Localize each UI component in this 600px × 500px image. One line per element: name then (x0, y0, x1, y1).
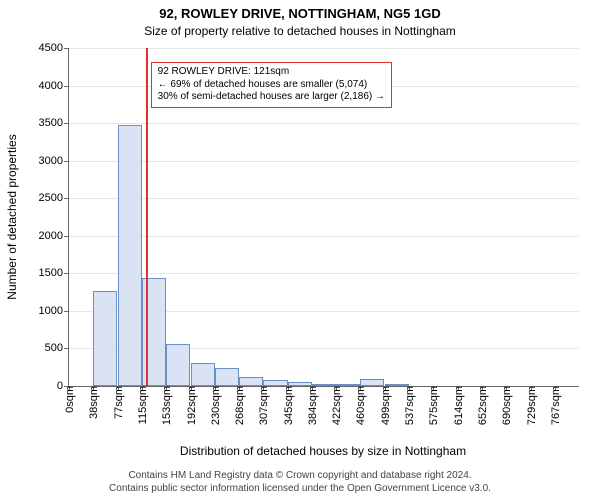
annotation-line: 92 ROWLEY DRIVE: 121sqm (158, 66, 385, 79)
x-tick-label: 575sqm (422, 386, 440, 425)
x-tick-label: 614sqm (447, 386, 465, 425)
annotation-box: 92 ROWLEY DRIVE: 121sqm← 69% of detached… (151, 62, 392, 108)
y-tick-label: 1500 (39, 267, 63, 279)
x-tick-label: 729sqm (520, 386, 538, 425)
property-marker-line (146, 48, 148, 386)
annotation-line: 30% of semi-detached houses are larger (… (158, 91, 385, 104)
y-tick (64, 123, 69, 124)
y-tick (64, 311, 69, 312)
footer-line-2: Contains public sector information licen… (0, 483, 600, 496)
x-tick-label: 77sqm (107, 386, 125, 419)
y-tick-label: 1000 (39, 305, 63, 317)
histogram-bar (166, 344, 190, 386)
x-tick-label: 0sqm (58, 386, 76, 413)
footer-line-1: Contains HM Land Registry data © Crown c… (0, 470, 600, 483)
x-tick-label: 230sqm (204, 386, 222, 425)
histogram-bar (239, 377, 263, 386)
y-tick (64, 86, 69, 87)
chart-container: { "title": { "line1": "92, ROWLEY DRIVE,… (0, 0, 600, 500)
x-tick-label: 345sqm (277, 386, 295, 425)
y-tick-label: 3500 (39, 117, 63, 129)
x-tick-label: 268sqm (228, 386, 246, 425)
histogram-bar (215, 368, 239, 386)
y-tick (64, 48, 69, 49)
y-axis-label: Number of detached properties (5, 134, 19, 299)
plot-area: 0500100015002000250030003500400045000sqm… (68, 48, 579, 387)
y-tick (64, 348, 69, 349)
x-tick-label: 499sqm (374, 386, 392, 425)
x-tick-label: 422sqm (325, 386, 343, 425)
x-tick-label: 690sqm (495, 386, 513, 425)
x-tick-label: 192sqm (180, 386, 198, 425)
x-tick-label: 38sqm (82, 386, 100, 419)
x-tick-label: 307sqm (252, 386, 270, 425)
y-tick (64, 273, 69, 274)
x-tick-label: 153sqm (155, 386, 173, 425)
x-tick-label: 652sqm (471, 386, 489, 425)
x-tick-label: 767sqm (544, 386, 562, 425)
attribution-footer: Contains HM Land Registry data © Crown c… (0, 470, 600, 495)
y-tick-label: 2000 (39, 230, 63, 242)
histogram-bar (118, 125, 142, 386)
x-tick-label: 384sqm (301, 386, 319, 425)
y-tick-label: 500 (45, 342, 63, 354)
x-axis-label: Distribution of detached houses by size … (180, 444, 466, 458)
x-tick-label: 115sqm (131, 386, 149, 424)
histogram-bar (93, 291, 117, 386)
chart-title-address: 92, ROWLEY DRIVE, NOTTINGHAM, NG5 1GD (0, 6, 600, 21)
y-tick-label: 4500 (39, 42, 63, 54)
y-tick-label: 2500 (39, 192, 63, 204)
histogram-bar (191, 363, 215, 386)
x-tick-label: 460sqm (349, 386, 367, 425)
y-tick (64, 161, 69, 162)
chart-title-subtitle: Size of property relative to detached ho… (0, 24, 600, 38)
x-tick-label: 537sqm (398, 386, 416, 425)
y-tick-label: 3000 (39, 155, 63, 167)
y-tick (64, 198, 69, 199)
y-tick (64, 236, 69, 237)
y-tick-label: 4000 (39, 80, 63, 92)
annotation-line: ← 69% of detached houses are smaller (5,… (158, 79, 385, 92)
histogram-bar (360, 379, 384, 386)
